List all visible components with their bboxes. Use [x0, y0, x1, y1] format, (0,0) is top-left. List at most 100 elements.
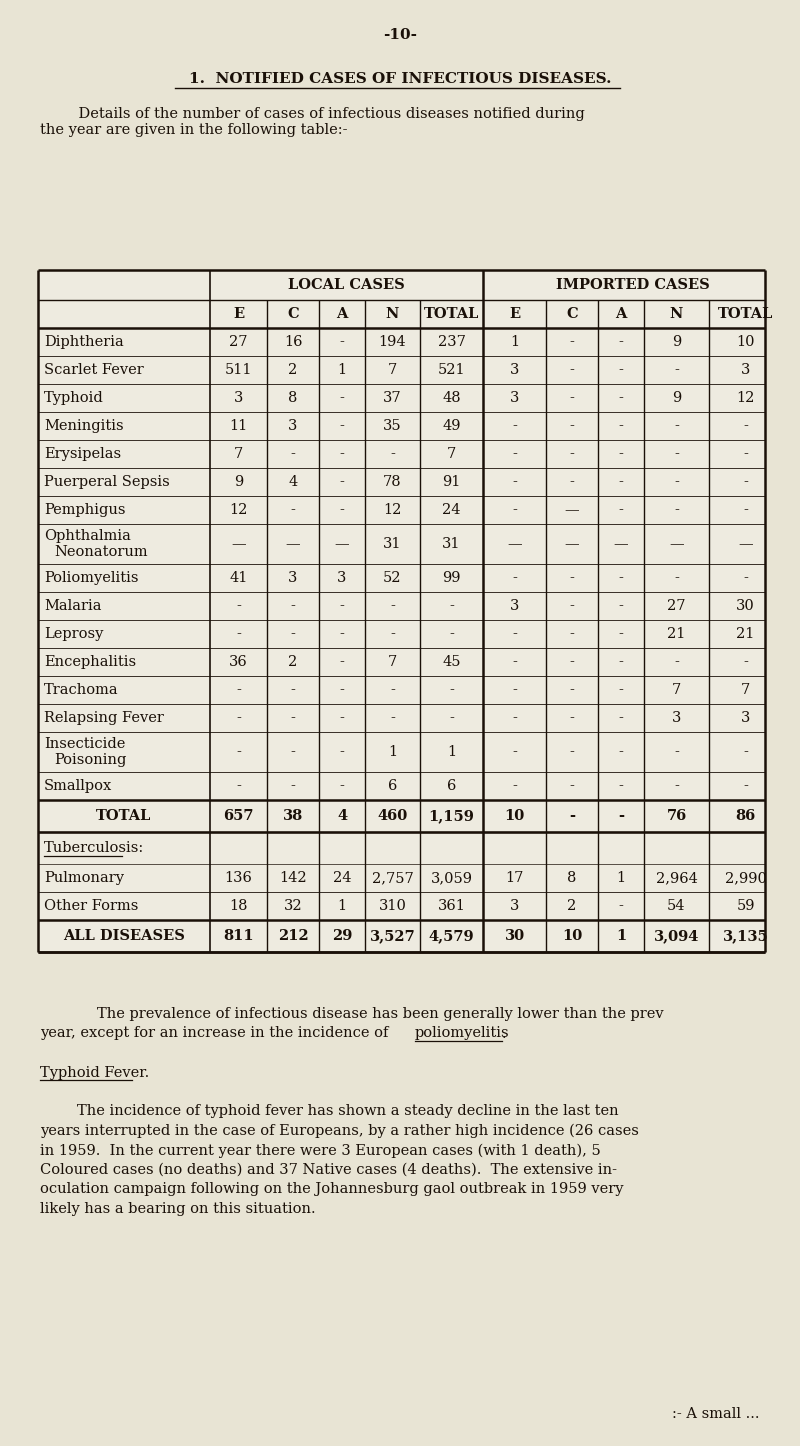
Text: 30: 30 — [736, 599, 755, 613]
Text: 2,757: 2,757 — [372, 870, 414, 885]
Text: years interrupted in the case of Europeans, by a rather high incidence (26 cases: years interrupted in the case of Europea… — [40, 1124, 639, 1138]
Text: E: E — [509, 307, 520, 321]
Text: -: - — [512, 655, 517, 669]
Text: -: - — [390, 683, 395, 697]
Text: 194: 194 — [378, 335, 406, 348]
Text: 2: 2 — [288, 363, 298, 377]
Text: 3: 3 — [510, 390, 519, 405]
Text: 6: 6 — [388, 779, 397, 792]
Text: 12: 12 — [383, 503, 402, 518]
Text: 3,059: 3,059 — [430, 870, 473, 885]
Text: -: - — [618, 628, 623, 641]
Text: 142: 142 — [279, 870, 307, 885]
Text: TOTAL: TOTAL — [96, 808, 152, 823]
Text: 7: 7 — [388, 363, 397, 377]
Text: -: - — [236, 711, 241, 724]
Text: 21: 21 — [736, 628, 754, 641]
Bar — [38, 270, 765, 951]
Text: -: - — [512, 571, 517, 586]
Text: Poliomyelitis: Poliomyelitis — [44, 571, 138, 586]
Text: 78: 78 — [383, 474, 402, 489]
Text: -: - — [618, 419, 623, 432]
Text: 27: 27 — [230, 335, 248, 348]
Text: -: - — [618, 745, 623, 759]
Text: 811: 811 — [223, 928, 254, 943]
Text: 1: 1 — [617, 870, 626, 885]
Text: -: - — [618, 503, 623, 518]
Text: 99: 99 — [442, 571, 461, 586]
Text: -: - — [674, 503, 679, 518]
Text: -: - — [618, 899, 623, 912]
Text: 3: 3 — [234, 390, 243, 405]
Text: Ophthalmia: Ophthalmia — [44, 529, 131, 544]
Text: E: E — [233, 307, 244, 321]
Text: 1: 1 — [338, 899, 346, 912]
Text: 3,527: 3,527 — [370, 928, 415, 943]
Text: 9: 9 — [234, 474, 243, 489]
Text: 10: 10 — [562, 928, 582, 943]
Text: 86: 86 — [735, 808, 756, 823]
Text: —: — — [231, 536, 246, 551]
Text: -: - — [674, 571, 679, 586]
Text: —: — — [286, 536, 300, 551]
Text: —: — — [565, 536, 579, 551]
Text: Other Forms: Other Forms — [44, 899, 138, 912]
Text: -: - — [618, 779, 623, 792]
Text: -: - — [449, 683, 454, 697]
Text: -: - — [390, 447, 395, 461]
Text: Poisoning: Poisoning — [54, 753, 126, 766]
Text: Insecticide: Insecticide — [44, 737, 126, 750]
Text: 17: 17 — [506, 870, 524, 885]
Text: -: - — [743, 655, 748, 669]
Text: -: - — [290, 447, 295, 461]
Text: Tuberculosis:: Tuberculosis: — [44, 842, 144, 855]
Text: -: - — [618, 571, 623, 586]
Text: -: - — [390, 628, 395, 641]
Text: 4: 4 — [288, 474, 298, 489]
Text: likely has a bearing on this situation.: likely has a bearing on this situation. — [40, 1202, 316, 1216]
Text: -: - — [743, 474, 748, 489]
Text: -: - — [618, 390, 623, 405]
Text: 1.  NOTIFIED CASES OF INFECTIOUS DISEASES.: 1. NOTIFIED CASES OF INFECTIOUS DISEASES… — [189, 72, 611, 85]
Text: -: - — [570, 599, 574, 613]
Text: Scarlet Fever: Scarlet Fever — [44, 363, 144, 377]
Text: 4,579: 4,579 — [429, 928, 474, 943]
Text: -: - — [339, 447, 345, 461]
Text: —: — — [669, 536, 684, 551]
Text: N: N — [670, 307, 683, 321]
Text: 1: 1 — [447, 745, 456, 759]
Text: 7: 7 — [447, 447, 456, 461]
Text: -: - — [618, 711, 623, 724]
Text: 45: 45 — [442, 655, 461, 669]
Text: 16: 16 — [284, 335, 302, 348]
Text: 12: 12 — [736, 390, 754, 405]
Text: -: - — [390, 711, 395, 724]
Text: .: . — [502, 1027, 506, 1041]
Text: -: - — [570, 363, 574, 377]
Text: 1: 1 — [510, 335, 519, 348]
Text: 2: 2 — [567, 899, 577, 912]
Text: :- A small ...: :- A small ... — [673, 1407, 760, 1421]
Text: —: — — [507, 536, 522, 551]
Text: -: - — [618, 335, 623, 348]
Text: -: - — [570, 711, 574, 724]
Text: -: - — [618, 363, 623, 377]
Text: -: - — [339, 745, 345, 759]
Text: 8: 8 — [288, 390, 298, 405]
Text: A: A — [615, 307, 626, 321]
Text: -: - — [512, 419, 517, 432]
Text: oculation campaign following on the Johannesburg gaol outbreak in 1959 very: oculation campaign following on the Joha… — [40, 1183, 623, 1196]
Text: 2,964: 2,964 — [655, 870, 698, 885]
Text: 48: 48 — [442, 390, 461, 405]
Text: -: - — [618, 808, 624, 823]
Text: 76: 76 — [666, 808, 686, 823]
Text: 3: 3 — [741, 711, 750, 724]
Text: Encephalitis: Encephalitis — [44, 655, 136, 669]
Text: 361: 361 — [438, 899, 466, 912]
Text: 59: 59 — [736, 899, 754, 912]
Text: -: - — [618, 447, 623, 461]
Text: 212: 212 — [278, 928, 308, 943]
Text: -: - — [512, 745, 517, 759]
Text: -: - — [449, 711, 454, 724]
Text: ALL DISEASES: ALL DISEASES — [63, 928, 185, 943]
